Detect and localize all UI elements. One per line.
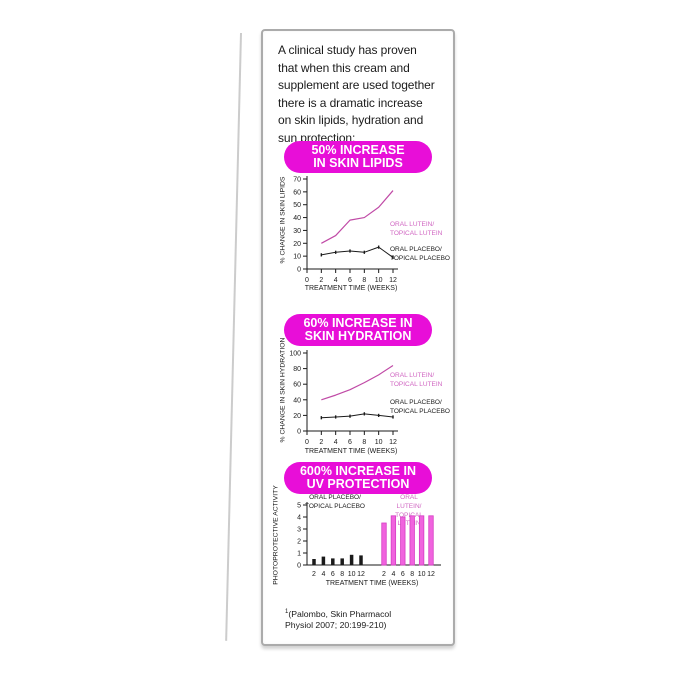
svg-text:8: 8: [362, 439, 366, 446]
uv-x-axis-title: TREATMENT TIME (WEEKS): [325, 580, 419, 587]
svg-text:0: 0: [305, 439, 309, 446]
svg-text:1: 1: [297, 551, 301, 558]
badge-skin-hydration: 60% INCREASE IN SKIN HYDRATION: [284, 314, 432, 346]
svg-text:60: 60: [293, 382, 301, 389]
svg-text:12: 12: [389, 277, 397, 284]
svg-text:6: 6: [348, 439, 352, 446]
svg-text:40: 40: [293, 215, 301, 222]
svg-text:70: 70: [293, 177, 301, 184]
svg-text:4: 4: [334, 277, 338, 284]
svg-text:8: 8: [362, 277, 366, 284]
badge-uv-protection: 600% INCREASE IN UV PROTECTION: [284, 462, 432, 494]
svg-text:40: 40: [293, 397, 301, 404]
svg-text:6: 6: [348, 277, 352, 284]
svg-text:12: 12: [389, 439, 397, 446]
hydration-legend-placebo: ORAL PLACEBO/ TOPICAL PLACEBO: [390, 399, 450, 415]
citation-text: (Palombo, Skin Pharmacol Physiol 2007; 2…: [285, 608, 392, 631]
lipids-line-chart: 0 10 20 30 40 50 60 70 0 2 4 6 8 10 12: [293, 176, 398, 284]
svg-text:12: 12: [357, 571, 365, 578]
svg-text:10: 10: [293, 254, 301, 261]
uv-group-label-lutein: ORAL LUTEIN/ TOPICAL LUTEIN: [395, 494, 423, 528]
svg-text:20: 20: [293, 241, 301, 248]
svg-text:8: 8: [340, 571, 344, 578]
svg-text:2: 2: [297, 539, 301, 546]
svg-text:8: 8: [410, 571, 414, 578]
package-panel: A clinical study has proven that when th…: [261, 29, 455, 646]
svg-text:4: 4: [334, 439, 338, 446]
svg-text:2: 2: [319, 277, 323, 284]
svg-text:6: 6: [331, 571, 335, 578]
svg-text:60: 60: [293, 189, 301, 196]
svg-text:0: 0: [297, 429, 301, 436]
svg-text:20: 20: [293, 413, 301, 420]
svg-text:4: 4: [391, 571, 395, 578]
package-fold-line: [225, 32, 242, 641]
svg-text:2: 2: [312, 571, 316, 578]
hydration-x-axis-title: TREATMENT TIME (WEEKS): [304, 448, 398, 455]
svg-text:10: 10: [375, 277, 383, 284]
svg-text:50: 50: [293, 202, 301, 209]
svg-text:100: 100: [289, 351, 301, 358]
svg-text:0: 0: [305, 277, 309, 284]
hydration-line-chart: 0 20 40 60 80 100 0 2 4 6 8 10 12: [289, 350, 398, 446]
svg-text:2: 2: [382, 571, 386, 578]
svg-text:5: 5: [297, 503, 301, 510]
study-citation: 1(Palombo, Skin Pharmacol Physiol 2007; …: [285, 607, 391, 632]
svg-text:80: 80: [293, 366, 301, 373]
lipids-legend-placebo: ORAL PLACEBO/ TOPICAL PLACEBO: [390, 246, 450, 262]
badge-skin-lipids: 50% INCREASE IN SKIN LIPIDS: [284, 141, 432, 173]
svg-text:6: 6: [401, 571, 405, 578]
lipids-x-axis-title: TREATMENT TIME (WEEKS): [304, 285, 398, 292]
intro-text: A clinical study has proven that when th…: [278, 43, 435, 145]
svg-text:30: 30: [293, 228, 301, 235]
svg-text:10: 10: [375, 439, 383, 446]
svg-text:4: 4: [321, 571, 325, 578]
svg-text:3: 3: [297, 527, 301, 534]
svg-text:10: 10: [348, 571, 356, 578]
svg-text:0: 0: [297, 267, 301, 274]
svg-text:4: 4: [297, 515, 301, 522]
svg-text:10: 10: [418, 571, 426, 578]
svg-text:12: 12: [427, 571, 435, 578]
citation-superscript: 1: [285, 609, 289, 615]
hydration-legend-lutein: ORAL LUTEIN/ TOPICAL LUTEIN: [390, 372, 443, 388]
svg-text:0: 0: [297, 563, 301, 570]
svg-text:2: 2: [319, 439, 323, 446]
uv-y-axis-title: PHOTOPROTECTIVE ACTIVITY: [272, 485, 280, 585]
uv-group-label-placebo: ORAL PLACEBO/ TOPICAL PLACEBO: [305, 494, 365, 510]
lipids-legend-lutein: ORAL LUTEIN/ TOPICAL LUTEIN: [390, 221, 443, 237]
